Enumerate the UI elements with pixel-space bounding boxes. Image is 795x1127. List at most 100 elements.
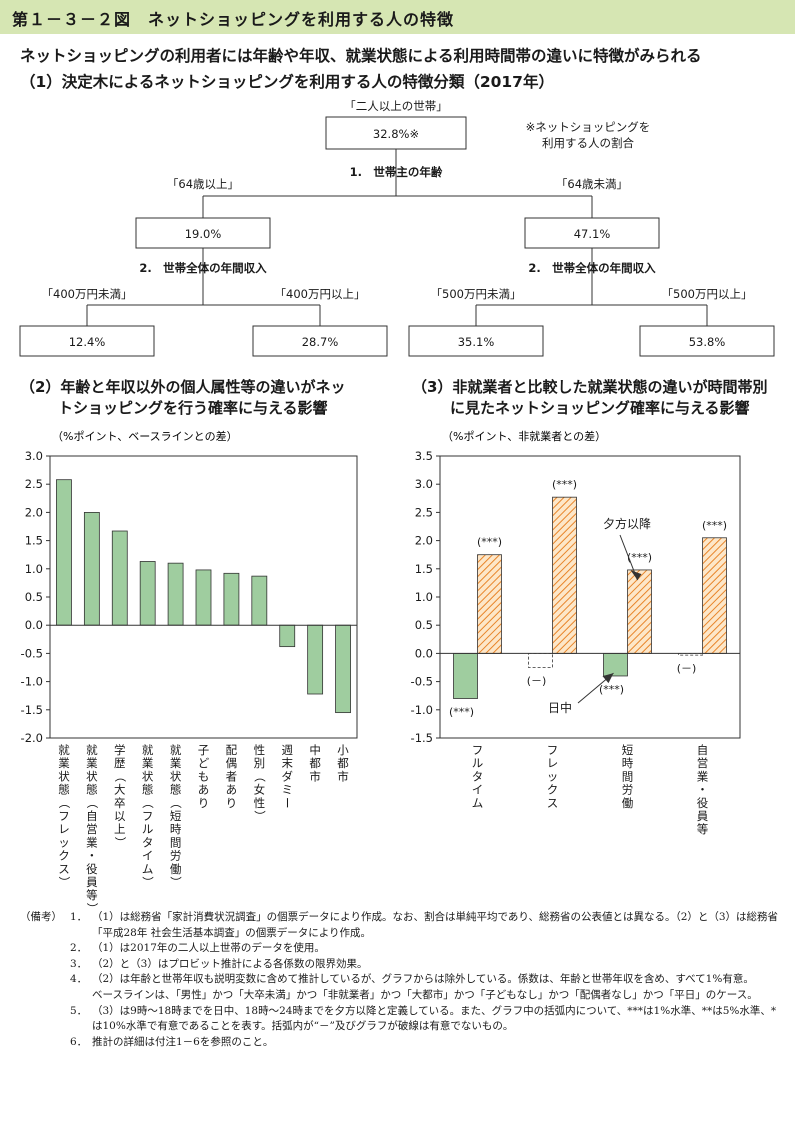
tree-note-line2: 利用する人の割合 [542, 136, 634, 150]
chart2-category-label: イ [142, 849, 154, 863]
section2-title: （2）年齢と年収以外の個人属性等の違いがネッ トショッピングを行う確率に与える影… [20, 377, 345, 419]
chart2-category-label: 状 [86, 769, 98, 783]
tree-ll-box [19, 325, 155, 357]
tree-rl-box [408, 325, 544, 357]
chart2-category-label: 都 [309, 756, 321, 770]
figure-title: 第１－３－２図 ネットショッピングを利用する人の特徴 [12, 10, 455, 29]
chart3-category-label: 働 [622, 796, 634, 810]
chart2-ytick-label: -0.5 [21, 646, 43, 660]
chart2-category-label: フ [58, 809, 70, 823]
chart2-ytick-label: 2.5 [25, 477, 43, 491]
chart3-category-label: 短 [622, 743, 634, 757]
tree-left-value: 19.0% [185, 227, 222, 241]
chart2-category-label: 市 [337, 769, 349, 783]
chart3-sig-label-daytime: (***) [599, 683, 624, 696]
chart3-category-label: 自 [697, 743, 709, 757]
chart2-category-label: 働 [170, 862, 182, 876]
chart2-category-label: 就 [86, 743, 98, 757]
chart3-sig-label-daytime: (－) [527, 675, 547, 688]
notes-lead: （備考） [20, 911, 62, 923]
chart2-category-label: ル [142, 822, 154, 836]
chart3-category-label: 等 [697, 822, 709, 836]
chart2-category-label: 配 [226, 743, 238, 757]
chart2-category-label: 市 [309, 769, 321, 783]
chart2-category-label: 大 [114, 783, 126, 797]
chart2-ytick-label: -1.5 [21, 703, 43, 717]
chart2-category-label: ミ [281, 783, 293, 797]
note-item: 3． （2）と（3）はプロビット推計による各係数の限界効果。 [20, 957, 780, 973]
tree-left-label: 「64歳以上」 [167, 177, 239, 191]
chart2-category-label: り [226, 796, 238, 810]
chart2-bar [83, 512, 100, 626]
section1-title: （1）決定木によるネットショッピングを利用する人の特徴分類（2017年） [20, 73, 554, 91]
tree-right-box [524, 217, 660, 249]
chart2-bar [335, 624, 351, 714]
chart2-category-label: あ [198, 783, 210, 797]
chart3-category-label: タ [472, 769, 484, 783]
chart3-category-label: 営 [697, 756, 709, 770]
chart3-bar-evening [477, 554, 502, 654]
chart3-category-label: 時 [622, 756, 634, 770]
chart2-category-label: 上 [114, 822, 126, 836]
chart2-category-label: （ [57, 797, 71, 809]
chart2-category-label: 短 [170, 809, 182, 823]
tree-rr-label: 「500万円以上」 [662, 287, 753, 301]
chart2-category-label: 以 [114, 809, 126, 823]
chart3-annotation-daytime: 日中 [548, 700, 572, 715]
tree-note-line1: ※ネットショッピングを [526, 120, 651, 134]
tree-split1: 1. 世帯主の年齢 [350, 165, 443, 179]
chart3: （%ポイント、非就業者との差） 3.5 3.0 2.5 2.0 1.5 1.0 0.5 0.0… [411, 429, 741, 836]
chart2-category-label: 役 [86, 862, 98, 876]
chart2-category-label: 業 [86, 756, 98, 770]
chart3-ytick-label: -0.5 [411, 675, 433, 689]
chart3-category-label: フ [547, 743, 559, 757]
chart3-bar-evening [627, 569, 652, 654]
chart2-category-label: 学 [114, 743, 126, 757]
chart2-category-label: 営 [86, 822, 98, 836]
chart2-bar [56, 479, 72, 626]
chart2-category-label: 卒 [114, 796, 126, 810]
chart2-category-label: 中 [309, 743, 321, 757]
chart2-category-label: ク [58, 849, 70, 863]
chart2-category-label: 態 [142, 783, 154, 797]
chart3-category-label: 労 [622, 783, 634, 797]
chart2-bar [251, 575, 268, 626]
note-num: 6． [70, 1035, 88, 1048]
note-text: 推計の詳細は付注1－6を参照のこと。 [92, 1035, 274, 1048]
chart3-ytick-label: 1.0 [415, 590, 433, 604]
chart2-category-label: （ [85, 797, 99, 809]
chart2-category-label: ） [85, 903, 99, 915]
chart3-ytick-label: 0.5 [415, 618, 433, 632]
chart3-category-label: ・ [697, 783, 709, 797]
tree-lr-box [252, 325, 388, 357]
tree-rr-box [639, 325, 775, 357]
note-num: 1． [70, 911, 88, 923]
chart3-category-label: ル [472, 756, 484, 770]
chart2-ytick-label: 0.5 [25, 590, 43, 604]
chart2-ytick-label: 0.0 [25, 618, 43, 632]
chart2-category-label: ） [57, 876, 71, 888]
chart3-category-label: 役 [697, 796, 709, 810]
chart3-sig-label-evening: (***) [552, 478, 577, 491]
chart3-annotation-arrowhead [630, 570, 642, 581]
chart3-ytick-label: -1.5 [411, 731, 433, 745]
tree-left-split: 2. 世帯全体の年間収入 [139, 261, 267, 275]
section2-title-line2: トショッピングを行う確率に与える影響 [58, 399, 328, 417]
chart3-category-label: イ [472, 783, 484, 797]
chart3-ytick-label: -1.0 [411, 703, 433, 717]
note-item: 5． （3）は9時～18時までを日中、18時～24時までを夕方以降と定義している… [20, 1004, 780, 1035]
note-text: （1）は総務省「家計消費状況調査」の個票データにより作成。なお、割合は単純平均で… [92, 911, 779, 939]
note-num: 5． [70, 1004, 88, 1017]
chart2-category-label: 労 [170, 849, 182, 863]
figure-subtitle: ネットショッピングの利用者には年齢や年収、就業状態による利用時間帯の違いに特徴が… [20, 47, 702, 65]
chart2-category-label: ） [252, 810, 266, 822]
tree-lr-value: 28.7% [302, 335, 339, 349]
chart2-category-label: 性 [254, 796, 266, 810]
chart2-ytick-label: 2.0 [25, 505, 43, 519]
chart3-category-label: ッ [547, 769, 559, 783]
chart3-category-label: 間 [622, 769, 634, 783]
note-text: （1）は2017年の二人以上世帯のデータを使用。 [92, 942, 325, 955]
chart2-category-label: 時 [170, 822, 182, 836]
chart3-bar-daytime [603, 653, 628, 677]
